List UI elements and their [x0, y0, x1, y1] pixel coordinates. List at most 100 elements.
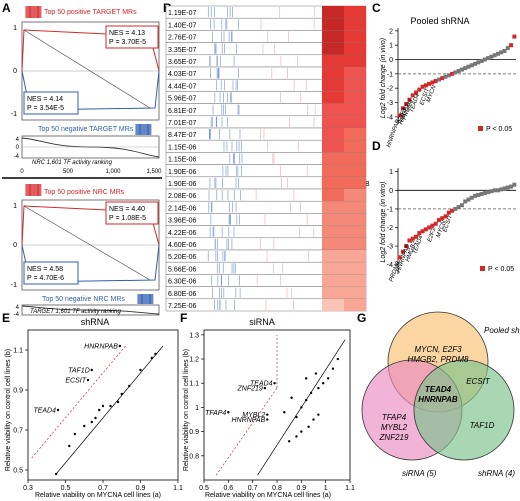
bar-point	[433, 79, 438, 84]
bar-point	[423, 227, 428, 232]
venn-left-only-3: ZNF219	[379, 433, 409, 442]
bar-point	[469, 63, 474, 68]
panel-e: shRNA Relative viability on control cell…	[5, 317, 183, 499]
bar-point	[489, 54, 494, 59]
bar-point	[423, 83, 428, 88]
heatmap-row: 4.22E-06TAF1D	[165, 225, 367, 239]
panel-f: siRNA Relative viability on control cell…	[183, 317, 355, 499]
data-point	[309, 391, 313, 395]
heat-cell	[344, 103, 366, 116]
chart-e-xlabel: Relative viability on MYCNA cell lines (…	[35, 492, 161, 499]
panel-d: Log2 fold change (in vitro) 10-1-2-3-4PR…	[380, 168, 517, 283]
row-p-value: 2.76E-07	[168, 35, 197, 42]
bar-point	[456, 205, 461, 210]
heat-cell	[344, 91, 366, 104]
row-p-value: 4.60E-06	[168, 242, 197, 249]
chart-f-plot: 0.5 0.6 0.7 0.8 0.9 1 1.1 0.8 0.9 1 1.1 1.2 1.3 TEAD4…	[189, 329, 355, 492]
bar-point	[459, 67, 464, 72]
bar-point	[459, 203, 464, 208]
bar-point	[414, 234, 419, 239]
panel-letter-c: C	[372, 1, 381, 15]
venn-right-only: TAF1D	[470, 421, 495, 430]
labeled-point	[118, 344, 122, 348]
labeled-point	[90, 368, 93, 372]
panel-a-top: Top 50 positive TARGET MRs NES = 4.13 P …	[11, 6, 162, 175]
y-tick-minus1: -1	[11, 111, 17, 118]
heat-cell	[322, 91, 344, 104]
y-tick-1: 1	[13, 25, 17, 32]
venn-top-only-line1: MYCN, E2F3	[414, 345, 462, 354]
point-label: TEAD4	[250, 381, 273, 388]
bar-point	[410, 93, 415, 98]
header-positive-mrs: Top 50 positive NRC MRs	[44, 189, 125, 196]
panel-g-venn: Pooled shRNA (7) siRNA (5) shRNA (4) MYC…	[361, 311, 520, 478]
nes-positive-value: NES = 4.13	[109, 30, 145, 37]
heat-cell	[322, 79, 344, 92]
bar-point	[505, 185, 510, 190]
x-tick-500: 500	[63, 169, 74, 175]
panel-letter-e: E	[2, 311, 10, 325]
y-tick-label: 0.9	[13, 388, 23, 395]
row-p-value: 1.15E-06	[168, 144, 197, 151]
labeled-point	[266, 418, 269, 421]
data-point	[73, 432, 77, 436]
bar-point	[476, 192, 481, 197]
identity-line	[55, 345, 164, 475]
labeled-point	[227, 411, 230, 414]
x-tick-label: 1.1	[345, 485, 355, 492]
heat-cell	[322, 298, 344, 311]
y-tick-label: 0	[389, 57, 393, 64]
data-point	[317, 386, 320, 390]
point-label: TAF1D	[68, 368, 90, 375]
heat-cell	[344, 298, 366, 311]
data-point	[109, 404, 112, 408]
es-diagonal	[23, 29, 151, 109]
panel-b-heatmap: 1.19E-07E2F31.40E-07TCF32.76E-07PRDM83.3…	[165, 5, 370, 312]
panel-a-bottom: Top 50 positive NRC MRs NES = 4.40 P = 1…	[11, 184, 160, 318]
y-tick-label: 1.1	[13, 348, 23, 355]
data-point	[150, 356, 153, 360]
positive-es-curve	[21, 205, 160, 246]
heat-cell	[344, 201, 366, 214]
data-point	[336, 357, 340, 361]
data-point	[312, 418, 315, 421]
y-tick-label: 1	[195, 405, 199, 412]
header-positive-mrs: Top 50 positive TARGET MRs	[44, 9, 137, 16]
labeled-point	[86, 378, 90, 382]
bar-point	[482, 57, 487, 62]
bar-point	[453, 70, 458, 75]
bar-point	[450, 208, 455, 213]
heatmap-row: 3.35E-07TRIM28	[165, 42, 367, 56]
point-label: HNRNPAB	[232, 417, 266, 424]
y-tick-label: 0	[389, 188, 393, 195]
bar-point	[495, 51, 500, 56]
bar-point	[479, 58, 484, 63]
row-p-value: 4.44E-07	[168, 83, 197, 90]
heatmap-row: 2.14E-06NME2	[165, 200, 367, 214]
data-point	[120, 392, 123, 396]
heat-cell	[344, 115, 366, 128]
row-p-value: 7.25E-06	[168, 303, 197, 310]
point-label: HNRNPAB	[84, 344, 118, 351]
positive-mr-ticks	[25, 184, 42, 196]
labeled-point	[263, 386, 267, 390]
y-tick-0: 0	[13, 242, 17, 249]
row-p-value: 4.22E-06	[168, 230, 197, 237]
heat-cell	[322, 250, 344, 263]
data-point	[295, 415, 298, 419]
bar-point	[404, 101, 409, 106]
x-tick-label: 0.6	[223, 485, 233, 492]
y-tick-1: 1	[13, 203, 17, 210]
nes-positive-box	[105, 201, 159, 225]
panel-letter-a: A	[2, 1, 11, 15]
bar-point	[473, 61, 478, 66]
data-point	[300, 406, 303, 409]
x-tick-1000: 1,000	[105, 169, 121, 175]
panel-letter-f: F	[180, 311, 187, 325]
bar-point	[417, 87, 422, 92]
heat-cell	[322, 54, 344, 67]
bar-point	[397, 113, 402, 118]
heat-cell	[344, 262, 366, 275]
rank-tick-minus4: -4	[14, 312, 20, 318]
y-tick-label: 1	[389, 43, 393, 50]
